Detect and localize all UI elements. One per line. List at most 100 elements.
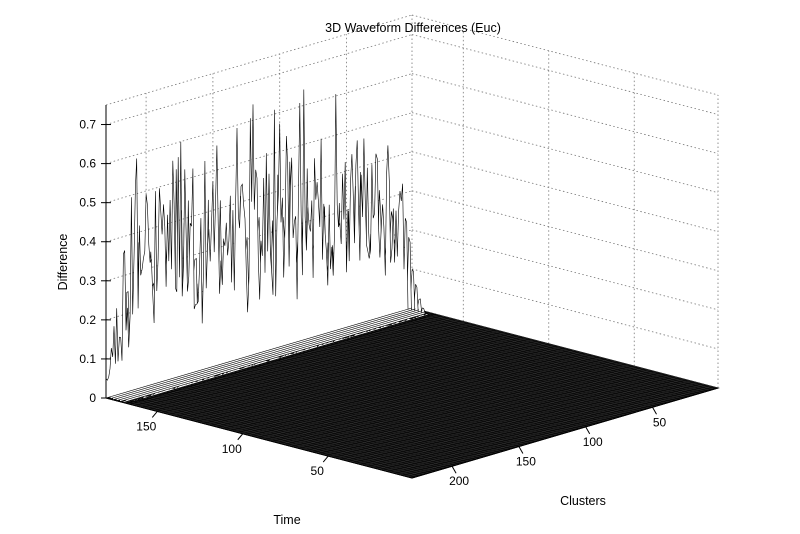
floor-mesh-line	[172, 325, 479, 416]
floor-mesh-line	[291, 343, 598, 424]
floor-mesh-line	[387, 314, 694, 396]
floor-mesh-line	[384, 380, 691, 471]
floor-mesh-line	[259, 352, 566, 433]
floor-mesh-line	[347, 326, 654, 408]
floor-mesh-line	[155, 383, 462, 464]
floor-mesh-line	[327, 332, 634, 413]
z-axis-label: Difference	[56, 234, 70, 291]
floor-mesh-line	[323, 364, 630, 455]
floor-mesh-line	[231, 360, 538, 442]
floor-mesh-line	[145, 318, 452, 409]
grid-line-z	[411, 268, 719, 350]
x-tick-mark	[652, 407, 657, 415]
floor-mesh-line	[243, 357, 550, 438]
floor-mesh-line	[395, 312, 703, 393]
floor-mesh-line	[295, 357, 602, 448]
floor-mesh-line	[207, 367, 514, 449]
floor-mesh-line	[391, 382, 698, 473]
floor-mesh-line	[275, 352, 582, 443]
y-tick-mark	[151, 411, 158, 418]
floor-mesh-line	[239, 358, 546, 439]
floor-mesh-line	[355, 324, 662, 405]
floor-mesh-line	[179, 376, 486, 457]
chart-title: 3D Waveform Differences (Euc)	[325, 21, 501, 35]
floor-mesh-line	[279, 346, 586, 428]
x-tick-mark	[518, 446, 524, 454]
floor-mesh-line	[119, 393, 426, 475]
x-tick-label: 200	[449, 474, 469, 488]
floor-mesh-line	[219, 364, 526, 445]
floor-mesh-line	[223, 363, 530, 444]
floor-mesh-line	[316, 362, 623, 454]
floor-mesh-line	[268, 350, 575, 441]
y-tick-label: 50	[311, 464, 325, 478]
floor-mesh-line	[283, 345, 590, 426]
floor-mesh-line	[227, 339, 534, 430]
floor-mesh-line	[275, 347, 582, 429]
floor-mesh-line	[191, 372, 498, 454]
floor-mesh-line	[399, 311, 707, 392]
floor-mesh-line	[203, 369, 510, 450]
floor-mesh-line	[363, 321, 670, 403]
x-tick-label: 50	[653, 415, 667, 429]
floor-mesh-line	[329, 366, 636, 457]
floor-mesh-line	[343, 327, 650, 409]
x-tick-label: 150	[516, 455, 536, 469]
floor-mesh-line	[227, 362, 534, 443]
y-tick-mark	[237, 433, 244, 441]
floor-mesh-line	[111, 396, 418, 477]
floor-mesh-line	[152, 319, 459, 411]
z-tick-label: 0.5	[79, 196, 96, 210]
floor-mesh-line	[295, 342, 602, 423]
floor-mesh-line	[139, 388, 446, 469]
surface-ridge-line	[129, 314, 436, 405]
floor-mesh-line	[350, 371, 657, 463]
floor-mesh-line	[211, 366, 518, 448]
floor-mesh-line	[371, 319, 678, 400]
x-axis-label: Clusters	[560, 494, 606, 508]
floor-mesh-line	[158, 321, 466, 412]
floor-mesh-line	[235, 359, 542, 441]
ticks-layer: 0 0.1 0.2 0.3 0.4 0.5 0.6 0.7 50 100 150 200 50 100 15…	[79, 118, 666, 489]
floor-mesh-line	[215, 365, 522, 446]
floor-mesh-line	[315, 336, 622, 417]
z-tick-label: 0	[89, 391, 96, 405]
floor-mesh-line	[287, 344, 594, 425]
floor-mesh-line	[263, 351, 570, 432]
floor-mesh-line	[107, 397, 414, 478]
grid-line-z	[411, 73, 719, 154]
floor-mesh-line	[220, 337, 527, 429]
floor-mesh-line	[163, 380, 470, 462]
floor-mesh-line	[261, 348, 568, 439]
z-tick-label: 0.6	[79, 157, 96, 171]
floor-mesh-line	[267, 350, 574, 431]
x-tick-mark	[451, 465, 457, 474]
floor-mesh-line	[147, 385, 454, 466]
floor-mesh-line	[309, 361, 616, 452]
y-tick-label: 150	[136, 419, 156, 433]
surface-mesh	[105, 89, 436, 405]
floor-mesh-line	[311, 337, 618, 418]
floor-mesh-line	[241, 343, 548, 434]
floor-mesh-line	[383, 316, 690, 397]
floor-mesh-line	[186, 328, 493, 420]
floor-mesh-line	[367, 320, 674, 402]
surface-ridge-line	[105, 89, 413, 399]
floor-mesh-line	[359, 323, 666, 404]
floor-mesh-line	[407, 309, 715, 390]
floor-mesh-line	[299, 340, 606, 422]
floor-mesh-line	[127, 391, 434, 472]
grid-line-z	[411, 229, 719, 311]
floor-mesh-line	[159, 382, 466, 463]
floor-mesh-line	[183, 375, 490, 456]
floor-mesh-line	[364, 375, 671, 466]
grid-line-z	[411, 112, 719, 194]
floor-mesh-line	[171, 378, 478, 459]
floor-mesh-line	[375, 318, 682, 399]
grid-line-z	[105, 112, 413, 204]
floor-mesh-line	[370, 377, 678, 468]
floor-mesh-line	[391, 313, 699, 395]
floor-mesh-line	[247, 344, 554, 436]
floor-mesh-line	[302, 359, 609, 450]
